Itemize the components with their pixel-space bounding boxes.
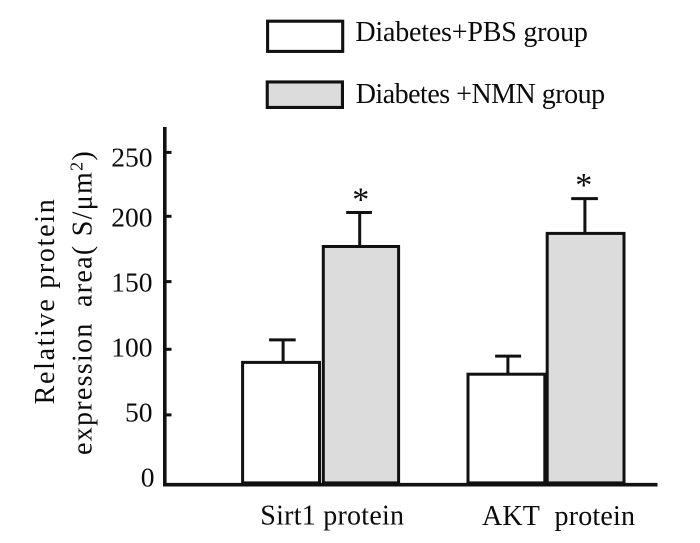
svg-text:Relative protein: Relative protein: [30, 198, 61, 405]
svg-text:*: *: [352, 181, 369, 218]
svg-text:expression area( S/μm2): expression area( S/μm2): [67, 150, 99, 455]
svg-text:250: 250: [111, 142, 152, 173]
svg-text:150: 150: [111, 267, 152, 298]
svg-text:0: 0: [141, 461, 155, 492]
svg-text:Diabetes +NMN group: Diabetes +NMN group: [356, 79, 605, 110]
svg-text:50: 50: [125, 397, 153, 428]
svg-text:200: 200: [111, 202, 152, 233]
svg-text:100: 100: [111, 332, 152, 363]
svg-text:AKT protein: AKT protein: [482, 501, 635, 532]
svg-text:Sirt1 protein: Sirt1 protein: [260, 501, 404, 532]
svg-text:Diabetes+PBS group: Diabetes+PBS group: [355, 17, 587, 48]
svg-text:*: *: [575, 167, 592, 204]
